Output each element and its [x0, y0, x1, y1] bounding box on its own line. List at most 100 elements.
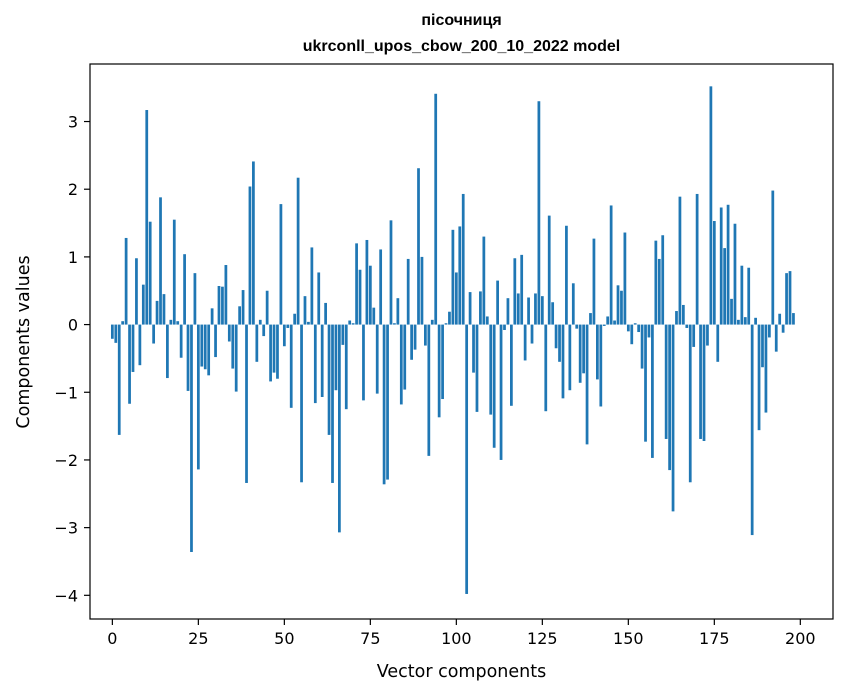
bar: [613, 320, 616, 325]
bar: [131, 324, 135, 372]
bars-group: [110, 86, 795, 594]
bar: [788, 271, 792, 325]
bar: [179, 324, 183, 358]
x-tick-label: 150: [613, 629, 644, 648]
bar: [245, 324, 248, 483]
bar: [114, 324, 118, 343]
bar: [258, 319, 262, 325]
bar: [417, 168, 420, 325]
bar: [172, 219, 176, 325]
bar: [410, 324, 413, 360]
bar: [296, 177, 300, 325]
bar: [609, 205, 613, 325]
bar: [327, 324, 331, 435]
bar: [472, 324, 475, 373]
bar: [399, 324, 403, 405]
x-tick-label: 0: [107, 629, 117, 648]
bar: [692, 324, 696, 347]
bar: [338, 324, 341, 533]
bar: [468, 292, 472, 325]
bar: [640, 324, 644, 369]
bar: [241, 290, 245, 325]
bar: [221, 286, 224, 325]
y-tick-label: 3: [68, 113, 78, 132]
bar: [386, 324, 389, 480]
bar: [513, 258, 517, 325]
bar: [565, 225, 568, 325]
bar: [506, 298, 510, 325]
bar: [585, 324, 589, 445]
bar: [554, 324, 558, 349]
bar: [365, 239, 369, 325]
bar: [320, 324, 324, 397]
y-axis-ticks: −4 −3 −2 −1 0 1 2 3: [54, 113, 90, 605]
bar: [712, 221, 716, 325]
bar: [203, 324, 207, 370]
bar: [234, 324, 238, 392]
bar: [561, 324, 565, 399]
bar: [210, 308, 214, 325]
bar: [668, 324, 671, 471]
bar: [743, 317, 747, 325]
bar: [138, 324, 142, 366]
bar: [544, 324, 548, 412]
bar: [479, 291, 482, 325]
bar: [737, 319, 740, 325]
bar: [348, 320, 352, 325]
bar: [217, 286, 221, 325]
bar: [186, 324, 190, 391]
bar: [599, 324, 603, 407]
bar: [510, 324, 513, 406]
bar: [723, 248, 727, 325]
bar: [269, 324, 272, 382]
x-tick-label: 125: [527, 629, 558, 648]
bar: [778, 313, 782, 325]
bar: [437, 324, 441, 418]
x-tick-label: 50: [274, 629, 294, 648]
bar: [547, 215, 551, 325]
bar: [719, 207, 723, 325]
bar: [767, 324, 771, 338]
bar: [537, 101, 541, 325]
bar: [434, 93, 438, 325]
bar: [331, 324, 334, 483]
bar: [313, 324, 317, 404]
bar: [695, 193, 699, 325]
y-tick-label: 1: [68, 248, 78, 267]
bar: [231, 324, 235, 369]
bar: [589, 313, 592, 325]
bar: [578, 324, 582, 383]
bar: [272, 324, 276, 373]
x-axis-label: Vector components: [377, 662, 546, 682]
bar: [685, 324, 689, 328]
bar: [121, 321, 125, 325]
bar: [393, 323, 396, 325]
bar: [451, 229, 455, 325]
bar: [413, 324, 417, 350]
bar: [396, 298, 400, 325]
bar: [159, 197, 162, 325]
bar: [747, 267, 751, 325]
x-tick-label: 100: [441, 629, 472, 648]
bar: [303, 296, 307, 325]
bar: [475, 324, 479, 412]
y-tick-label: −2: [54, 451, 78, 470]
bar: [389, 220, 393, 325]
bar: [355, 243, 358, 325]
bar: [420, 256, 424, 325]
bar: [754, 317, 757, 325]
bar: [637, 324, 641, 333]
plot-frame: [89, 63, 834, 620]
bar: [503, 324, 506, 330]
bar: [341, 324, 345, 345]
bar: [709, 86, 713, 325]
x-axis-ticks: 0 25 50 75 100 125 150 175 200: [107, 619, 816, 648]
bar: [368, 265, 372, 325]
bar: [465, 324, 469, 594]
bar: [702, 324, 706, 441]
chart-title-line-2: ukrconll_upos_cbow_200_10_2022 model: [303, 38, 620, 55]
bar: [196, 324, 200, 470]
bar: [616, 285, 620, 325]
y-axis-label: Components values: [14, 255, 34, 428]
bar: [492, 324, 496, 448]
